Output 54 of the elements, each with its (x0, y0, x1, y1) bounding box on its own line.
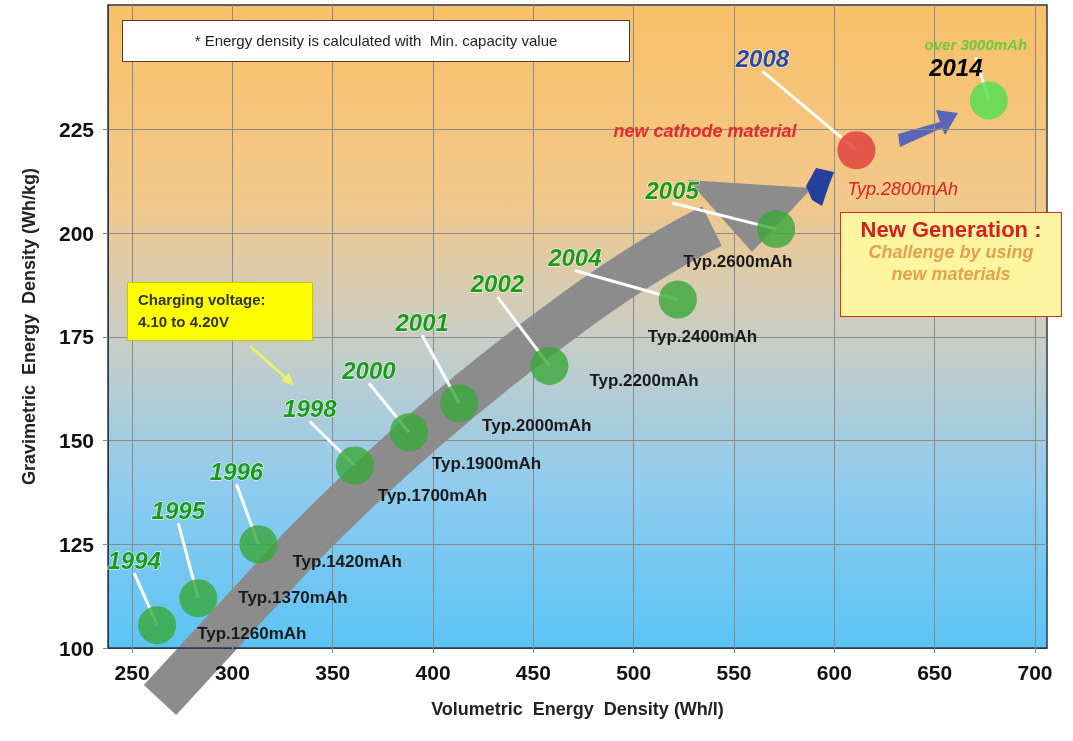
annotation: 2005 (644, 176, 700, 204)
annotation: Typ.1260mAh (197, 623, 307, 643)
x-tick-label: 650 (917, 661, 953, 684)
point (239, 525, 278, 564)
x-tick-label: 550 (716, 661, 752, 684)
annotation: Challenge by using new materials (867, 241, 1035, 285)
x-tick-label: 450 (515, 661, 551, 684)
annotation: Typ.2200mAh (589, 371, 699, 391)
annotation: Charging voltage: 4.10 to 4.20V (138, 290, 267, 332)
point (440, 384, 479, 423)
point (335, 446, 374, 485)
x-axis-title: Volumetric Energy Density (Wh/l) (431, 699, 724, 719)
annotation: 2000 (341, 356, 397, 384)
annotation: Typ.1700mAh (377, 485, 488, 505)
x-tick-label: 700 (1017, 661, 1053, 684)
point (658, 280, 697, 319)
y-axis-title: Gravimetric Energy Density (Wh/kg) (19, 167, 39, 486)
y-tick-label: 100 (58, 636, 94, 660)
x-tick-label: 350 (315, 661, 351, 684)
annotation: Typ.1900mAh (431, 453, 542, 473)
point (179, 579, 218, 618)
annotation: * Energy density is calculated with Min. capacity value (194, 31, 558, 51)
y-tick-label: 150 (58, 429, 94, 453)
x-tick-label: 400 (415, 661, 451, 684)
note-box: New Generation : Challenge by using new materials (840, 212, 1062, 317)
annotation: 1995 (151, 496, 206, 524)
point (837, 131, 876, 170)
note-box: * Energy density is calculated with Min. capacity value (122, 20, 630, 62)
x-tick-label: 250 (114, 661, 150, 684)
point (530, 346, 569, 385)
x-tick-label: 500 (616, 661, 652, 684)
y-tick-label: 225 (58, 117, 95, 141)
annotation: Typ.1370mAh (238, 587, 348, 607)
annotation: Typ.2600mAh (683, 251, 793, 271)
annotation: 2002 (469, 270, 525, 298)
annotation: 2001 (394, 308, 449, 336)
y-tick-label: 125 (58, 532, 95, 556)
point (390, 413, 428, 452)
point (969, 81, 1008, 120)
annotation: New Generation : (859, 217, 1043, 242)
annotation: Typ.1420mAh (292, 551, 402, 571)
annotation: 2008 (734, 44, 790, 72)
y-tick-label: 175 (58, 325, 95, 349)
annotation: Typ.2400mAh (647, 327, 758, 347)
point (138, 606, 177, 645)
x-tick-label: 300 (214, 661, 250, 684)
annotation: 1996 (209, 457, 264, 485)
annotation: 1998 (283, 394, 338, 422)
annotation: 2004 (547, 244, 602, 272)
y-tick-label: 200 (58, 221, 94, 245)
point (757, 210, 796, 248)
annotation: Typ.2000mAh (482, 415, 592, 435)
note-box: Charging voltage: 4.10 to 4.20V (127, 282, 313, 341)
x-tick-label: 600 (816, 661, 852, 684)
